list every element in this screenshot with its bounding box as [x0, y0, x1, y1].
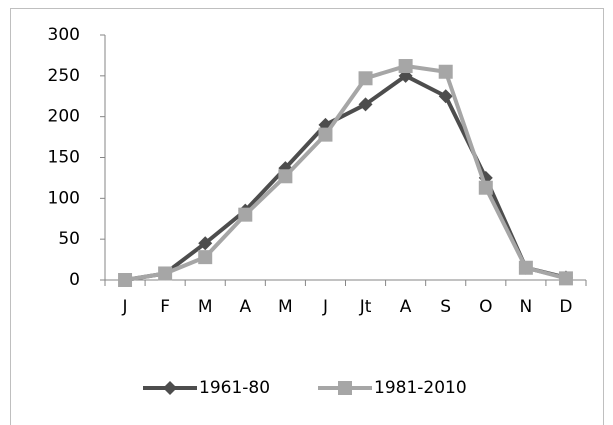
marker: [398, 59, 413, 74]
x-tick-label: A: [239, 297, 251, 317]
x-tick-label: M: [278, 297, 293, 317]
legend-label: 1961-80: [199, 378, 270, 398]
y-tick-label: 250: [48, 66, 80, 86]
marker: [198, 250, 213, 265]
y-tick-label: 50: [58, 229, 80, 249]
y-tick-label: 300: [48, 25, 80, 45]
y-tick-label: 150: [48, 148, 80, 168]
y-tick-label: 200: [48, 107, 80, 127]
y-tick-label: 0: [69, 270, 80, 290]
marker: [358, 97, 373, 112]
chart-border: [10, 8, 604, 425]
x-tick-label: A: [400, 297, 412, 317]
marker: [163, 381, 177, 395]
x-tick-label: D: [559, 297, 572, 317]
marker: [118, 273, 133, 287]
marker: [438, 64, 453, 79]
marker: [318, 127, 333, 142]
x-tick-label: S: [440, 297, 451, 317]
marker: [238, 207, 253, 222]
x-tick-label: M: [198, 297, 213, 317]
marker: [158, 266, 173, 281]
series-line: [124, 64, 567, 282]
marker: [558, 271, 573, 286]
marker: [278, 169, 293, 184]
marker: [478, 180, 493, 195]
marker: [438, 89, 453, 104]
x-tick-label: J: [122, 297, 128, 317]
marker: [518, 260, 533, 275]
marker: [358, 71, 373, 86]
x-tick-label: F: [160, 297, 170, 317]
x-tick-label: O: [479, 297, 492, 317]
x-tick-label: J: [322, 297, 328, 317]
x-tick-label: N: [520, 297, 533, 317]
x-tick-label: Jt: [359, 297, 372, 317]
legend-label: 1981-2010: [374, 378, 467, 398]
marker: [338, 381, 352, 395]
marker: [198, 236, 213, 251]
y-tick-label: 100: [48, 188, 80, 208]
